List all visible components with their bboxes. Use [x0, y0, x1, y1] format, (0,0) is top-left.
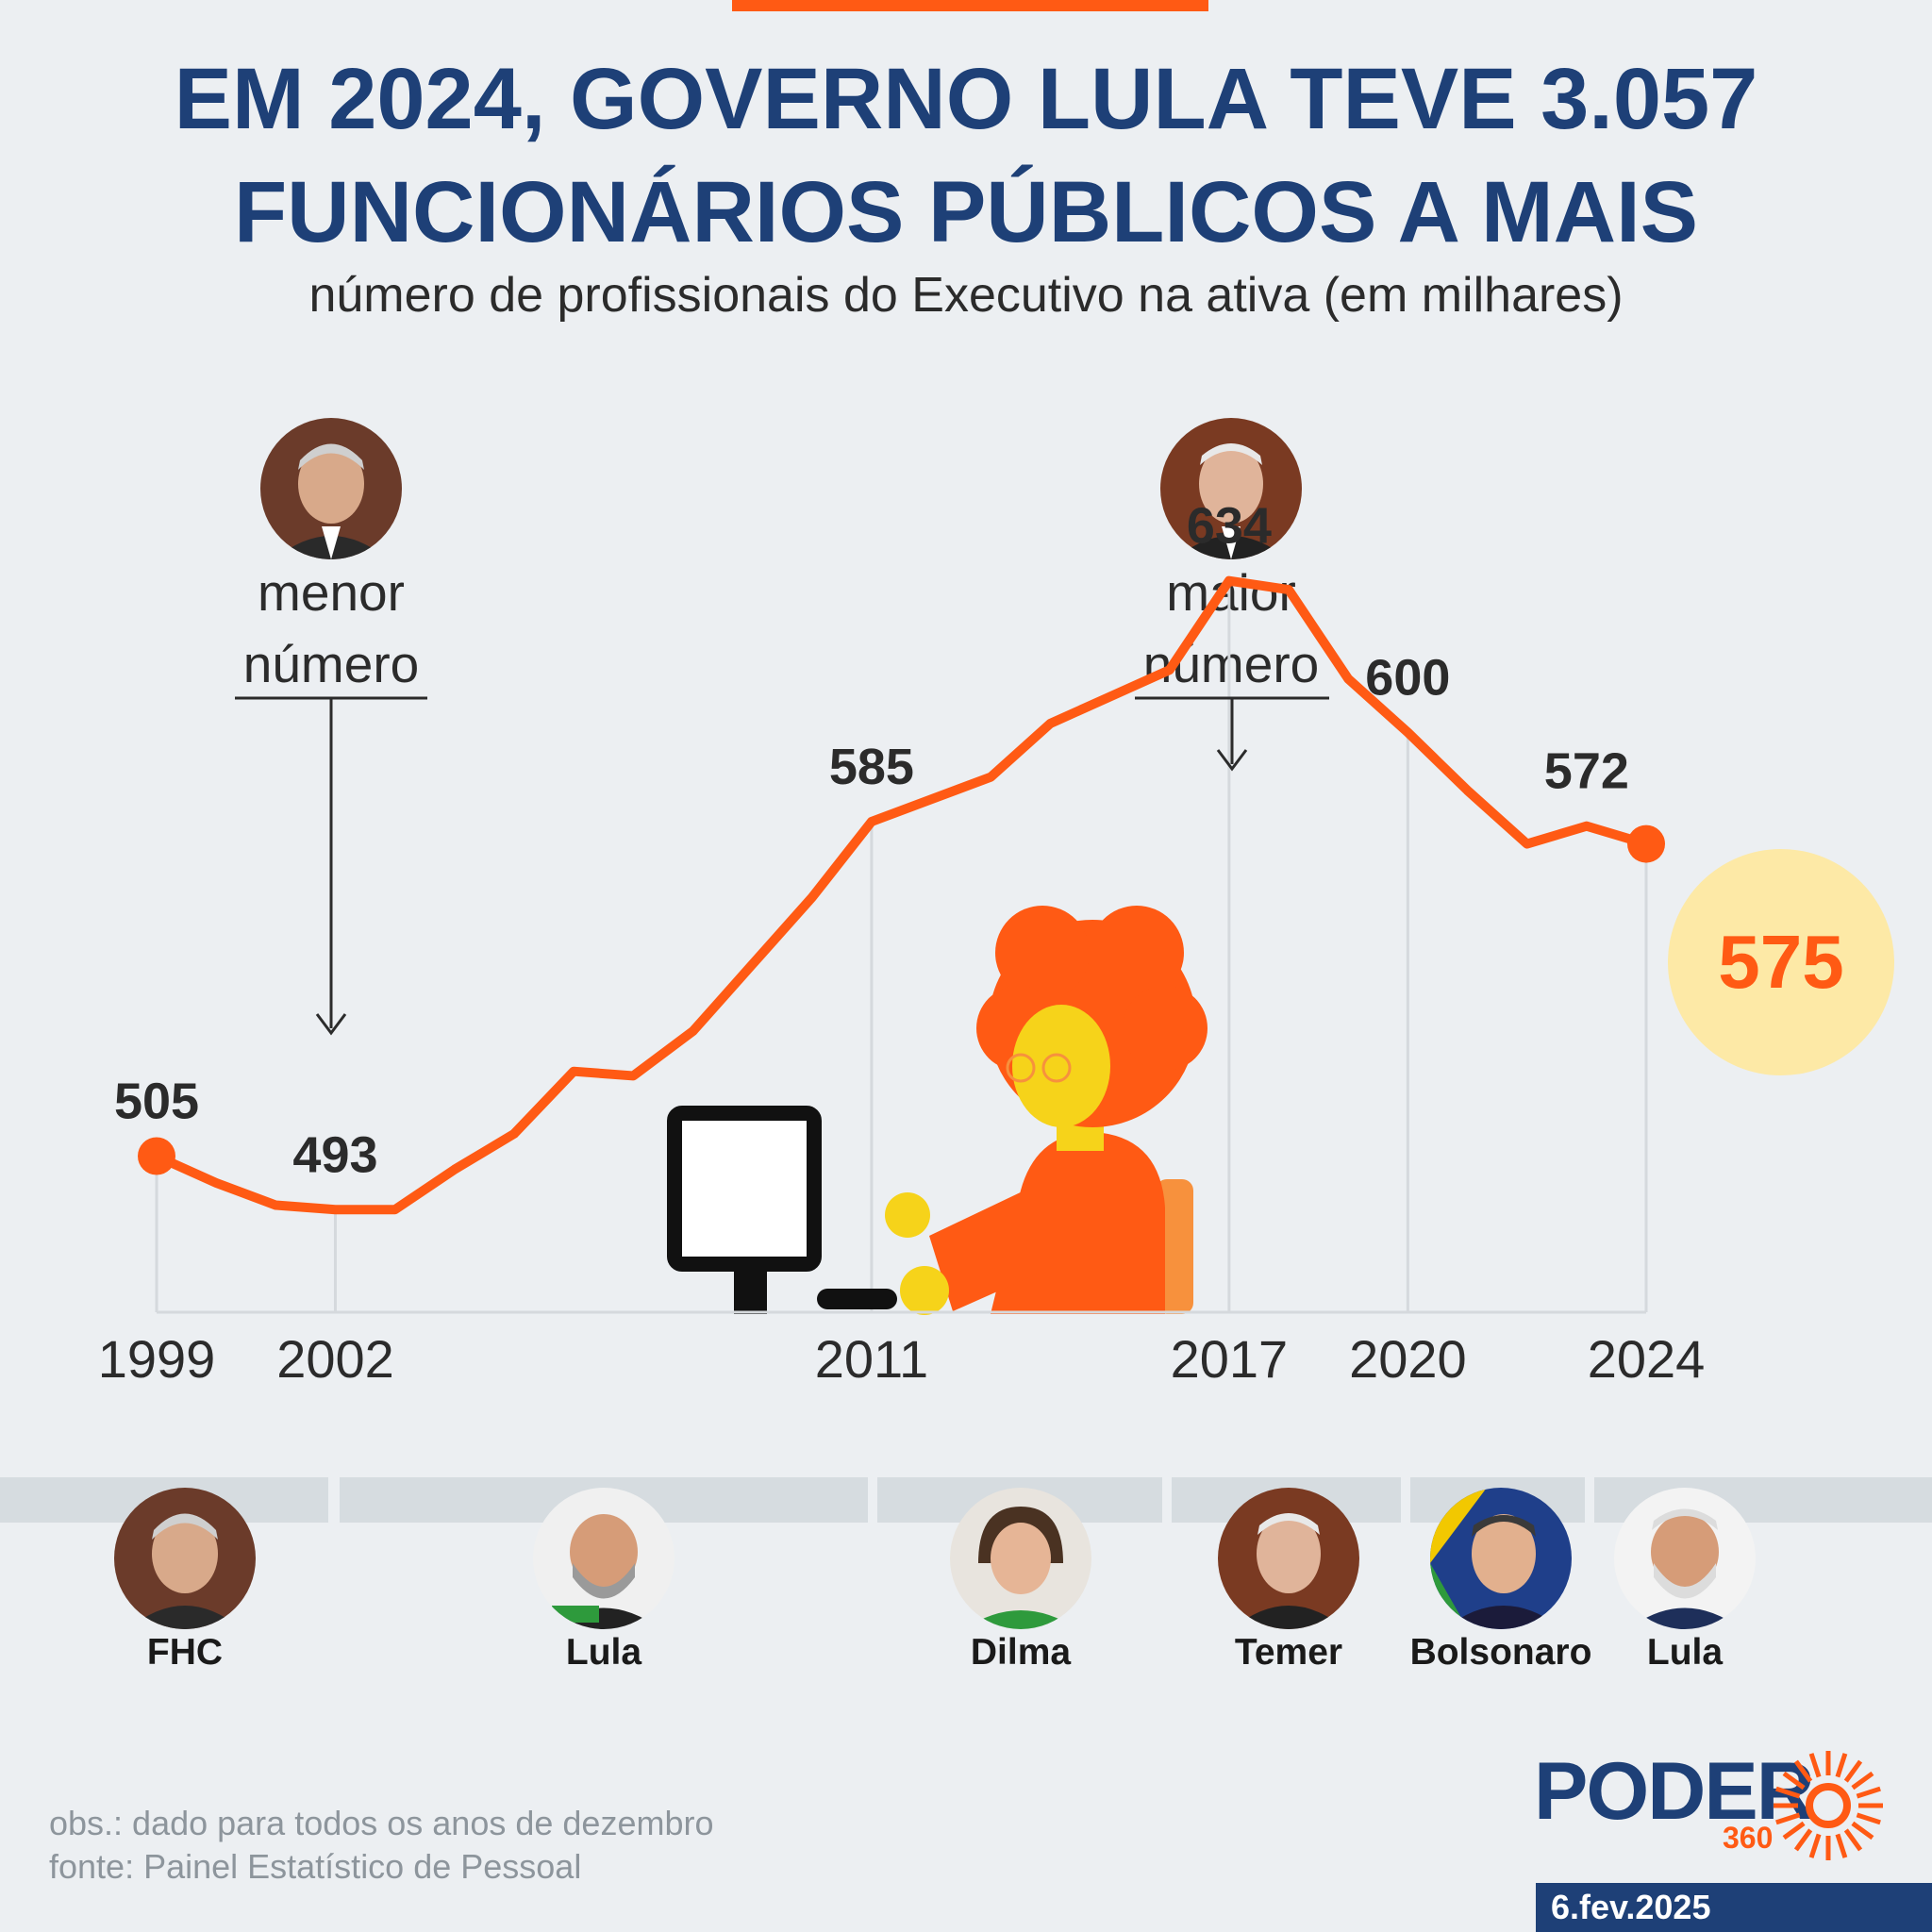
min-annotation-line2: número: [242, 635, 420, 693]
computer-illustration: [667, 1106, 897, 1314]
fhc-portrait: [114, 1488, 256, 1629]
x-tick-labels: 1999 2002 2011 2017 2020 2024: [98, 1329, 1706, 1389]
x-tick-label-1999: 1999: [98, 1329, 216, 1389]
x-tick-label-2002: 2002: [276, 1329, 394, 1389]
grid-lines: [155, 580, 1648, 1312]
temer-portrait-top: [1160, 418, 1302, 559]
president-name-lula-2: Lula: [1646, 1632, 1724, 1673]
top-accent-bar: [732, 0, 1208, 11]
data-labels: 505 493 585 634 600 572: [114, 498, 1629, 1184]
x-tick-label-2011: 2011: [815, 1329, 928, 1389]
bolsonaro-portrait: [1430, 1488, 1572, 1629]
chart-title-line1: EM 2024, GOVERNO LULA TEVE 3.057: [174, 51, 1758, 147]
data-label-2020: 600: [1365, 649, 1450, 706]
line-marks: [138, 824, 1665, 1175]
source-note: fonte: Painel Estatístico de Pessoal: [49, 1847, 582, 1886]
min-arrow-head: [315, 1013, 347, 1036]
min-annotation-line1: menor: [258, 563, 405, 622]
obs-note: obs.: dado para todos os anos de dezembr…: [49, 1804, 714, 1842]
chart-subtitle: número de profissionais do Executivo na …: [308, 268, 1624, 323]
data-label-2017: 634: [1187, 498, 1272, 555]
highlight-2024-value: 575: [1668, 849, 1894, 1075]
president-name-temer: Temer: [1234, 1632, 1343, 1673]
min-annotation: menor número: [190, 557, 473, 700]
data-label-2011: 585: [829, 739, 914, 795]
president-name-dilma: Dilma: [970, 1632, 1072, 1673]
data-label-2023: 572: [1544, 743, 1629, 800]
lula-portrait-2: [1614, 1488, 1756, 1629]
point-1999: [138, 1137, 175, 1175]
point-2024: [1627, 824, 1665, 863]
lula-portrait-1: [533, 1488, 675, 1629]
publish-date: 6.fev.2025: [1536, 1883, 1932, 1932]
temer-portrait: [1218, 1488, 1359, 1629]
footnotes: obs.: dado para todos os anos de dezembr…: [49, 1802, 713, 1889]
data-label-1999: 505: [114, 1074, 199, 1130]
poder360-logo: PODER: [1534, 1746, 1815, 1837]
president-name-fhc: FHC: [146, 1632, 224, 1673]
max-annotation-line1: maior: [1166, 563, 1296, 622]
sun-icon: [1774, 1751, 1883, 1860]
series-line: [154, 575, 1648, 1215]
president-name-bolsonaro: Bolsonaro: [1409, 1632, 1592, 1673]
data-label-2002: 493: [292, 1126, 377, 1183]
poder360-logo-sub: 360: [1723, 1821, 1774, 1855]
x-tick-label-2020: 2020: [1349, 1329, 1467, 1389]
chart-title-line2: FUNCIONÁRIOS PÚBLICOS A MAIS: [233, 164, 1699, 260]
president-name-lula-1: Lula: [565, 1632, 642, 1673]
x-tick-label-2024: 2024: [1588, 1329, 1706, 1389]
max-arrow-head: [1216, 749, 1248, 772]
worker-illustration: [885, 906, 1208, 1315]
dilma-portrait: [950, 1488, 1091, 1629]
x-tick-label-2017: 2017: [1171, 1329, 1289, 1389]
max-annotation: maior número: [1090, 557, 1373, 700]
